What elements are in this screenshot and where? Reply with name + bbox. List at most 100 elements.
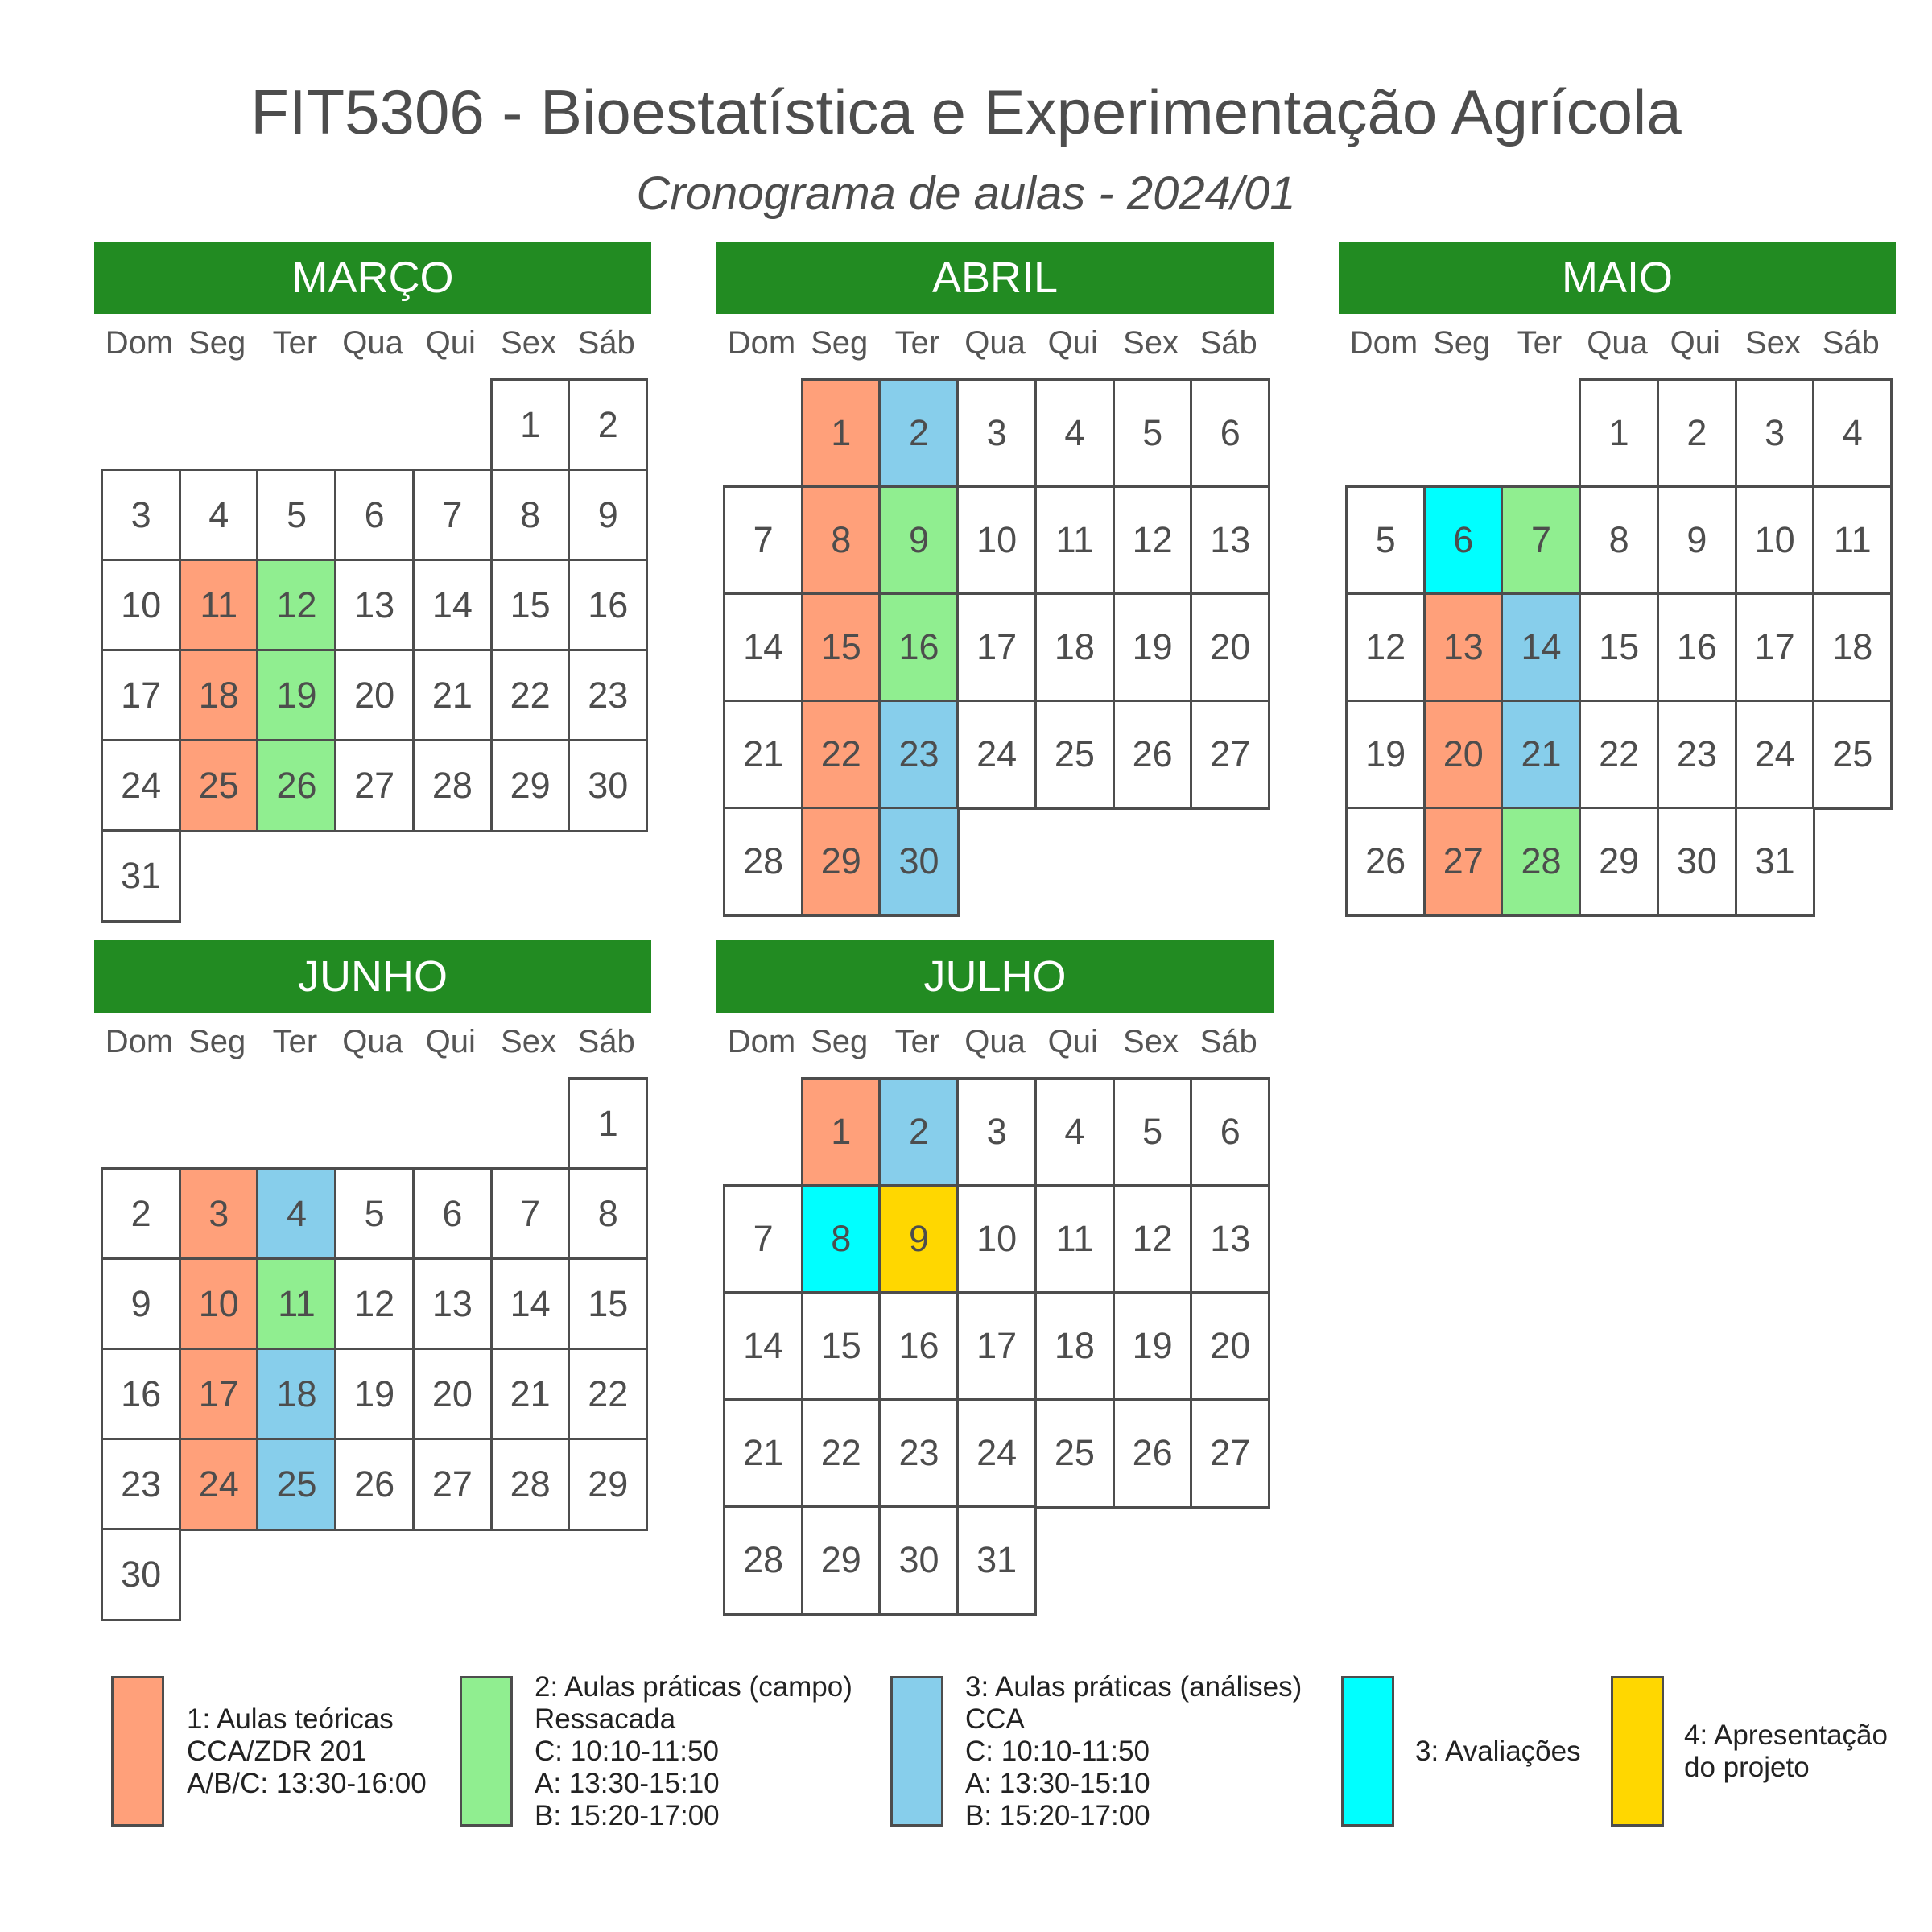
weekday-label: Qui <box>425 325 476 361</box>
weekday-label: Ter <box>272 1024 318 1059</box>
day-cell: 25 <box>1034 700 1115 810</box>
day-cell: 9 <box>568 469 649 562</box>
day-cell: 1 <box>800 1077 881 1187</box>
day-cell: 24 <box>956 700 1038 810</box>
day-cell: 1 <box>489 378 571 472</box>
day-cell: 3 <box>1734 378 1815 489</box>
legend-line: 2: Aulas práticas (campo) <box>535 1670 852 1703</box>
day-cell: 10 <box>101 559 182 652</box>
day-cell: 26 <box>1112 700 1193 810</box>
day-cell: 7 <box>723 1184 804 1294</box>
day-cell: 25 <box>1034 1398 1115 1509</box>
legend-line: B: 15:20-17:00 <box>535 1799 720 1831</box>
day-cell: 23 <box>878 1398 960 1509</box>
day-cell: 27 <box>1190 1398 1271 1509</box>
day-cell: 30 <box>568 739 649 832</box>
day-cell: 1 <box>1579 378 1660 489</box>
day-cell: 12 <box>1112 1184 1193 1294</box>
day-cell: 14 <box>411 559 493 652</box>
legend-line: A/B/C: 13:30-16:00 <box>187 1767 427 1799</box>
day-cell: 24 <box>1734 700 1815 810</box>
day-cell: 25 <box>256 1438 337 1531</box>
day-cell: 11 <box>1034 1184 1115 1294</box>
day-cell: 17 <box>178 1348 259 1441</box>
weekday-label: Seg <box>811 1024 869 1059</box>
day-cell: 27 <box>1422 807 1504 917</box>
weekday-label: Seg <box>188 1024 246 1059</box>
legend-line: C: 10:10-11:50 <box>535 1735 719 1767</box>
day-cell: 29 <box>800 807 881 917</box>
legend-swatch <box>460 1676 513 1827</box>
day-cell: 17 <box>1734 592 1815 703</box>
legend-swatch <box>1611 1676 1664 1827</box>
day-cell: 9 <box>1656 485 1737 596</box>
day-cell: 8 <box>800 1184 881 1294</box>
day-cell: 18 <box>256 1348 337 1441</box>
month-title: MAIO <box>1339 242 1896 314</box>
legend-label: 4: Apresentação do projeto <box>1684 1719 1888 1784</box>
day-cell: 23 <box>878 700 960 810</box>
day-cell: 15 <box>800 592 881 703</box>
day-cell: 8 <box>489 469 571 562</box>
day-cell: 28 <box>1501 807 1582 917</box>
day-cell: 2 <box>878 378 960 489</box>
day-cell: 28 <box>723 1505 804 1616</box>
day-cell: 22 <box>1579 700 1660 810</box>
day-cell: 2 <box>878 1077 960 1187</box>
day-cell: 22 <box>800 700 881 810</box>
legend-line: 4: Apresentação <box>1684 1719 1888 1751</box>
day-cell: 7 <box>489 1167 571 1261</box>
weekday-label: Qui <box>1047 325 1098 361</box>
day-cell: 30 <box>101 1528 182 1621</box>
day-cell: 14 <box>723 592 804 703</box>
day-cell: 11 <box>178 559 259 652</box>
weekday-label: Sex <box>1123 325 1179 361</box>
day-cell: 26 <box>256 739 337 832</box>
day-cell: 6 <box>1422 485 1504 596</box>
day-cell: 21 <box>723 700 804 810</box>
day-cell: 4 <box>1812 378 1893 489</box>
day-cell: 10 <box>956 485 1038 596</box>
day-cell: 19 <box>1345 700 1426 810</box>
day-cell: 29 <box>800 1505 881 1616</box>
day-cell: 12 <box>256 559 337 652</box>
legend-line: C: 10:10-11:50 <box>965 1735 1150 1767</box>
day-cell: 20 <box>411 1348 493 1441</box>
weekday-label: Qua <box>342 1024 403 1059</box>
day-cell: 5 <box>1112 378 1193 489</box>
day-cell: 24 <box>178 1438 259 1531</box>
day-cell: 5 <box>334 1167 415 1261</box>
day-cell: 21 <box>489 1348 571 1441</box>
day-cell: 31 <box>101 829 182 923</box>
day-cell: 28 <box>489 1438 571 1531</box>
weekday-label: Qui <box>1047 1024 1098 1059</box>
day-cell: 25 <box>1812 700 1893 810</box>
weekday-label: Dom <box>727 325 796 361</box>
day-cell: 25 <box>178 739 259 832</box>
day-cell: 18 <box>1034 1291 1115 1402</box>
day-cell: 9 <box>878 1184 960 1294</box>
day-cell: 14 <box>723 1291 804 1402</box>
day-cell: 4 <box>256 1167 337 1261</box>
day-cell: 19 <box>256 649 337 742</box>
day-cell: 6 <box>411 1167 493 1261</box>
weekday-label: Ter <box>1517 325 1563 361</box>
day-cell: 21 <box>1501 700 1582 810</box>
legend-line: CCA <box>965 1703 1025 1735</box>
day-cell: 28 <box>411 739 493 832</box>
day-cell: 15 <box>800 1291 881 1402</box>
day-cell: 6 <box>1190 378 1271 489</box>
day-cell: 22 <box>568 1348 649 1441</box>
day-cell: 4 <box>1034 1077 1115 1187</box>
day-cell: 12 <box>1345 592 1426 703</box>
day-cell: 30 <box>878 807 960 917</box>
legend-line: 1: Aulas teóricas <box>187 1703 394 1735</box>
day-cell: 9 <box>878 485 960 596</box>
legend-line: A: 13:30-15:10 <box>965 1767 1150 1799</box>
day-cell: 27 <box>411 1438 493 1531</box>
day-cell: 20 <box>1190 1291 1271 1402</box>
weekday-label: Ter <box>894 1024 940 1059</box>
day-cell: 8 <box>1579 485 1660 596</box>
day-cell: 3 <box>178 1167 259 1261</box>
